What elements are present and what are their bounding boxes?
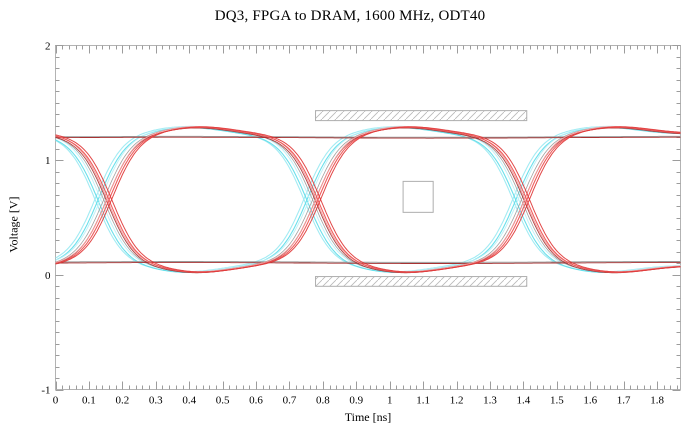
eye-trace-red-dark-a (55, 126, 681, 273)
x-tick-label: 0 (53, 395, 59, 407)
y-tick-label: 0 (45, 270, 51, 282)
x-tick-label: 1.7 (617, 395, 631, 407)
eye-trace-cyan-pale-a (55, 125, 681, 272)
plot-frame (55, 45, 681, 390)
eye-traces (55, 125, 681, 274)
y-axis-label: Voltage [V] (6, 196, 21, 253)
eye-trace-cyan-light-a (55, 126, 681, 273)
eye-trace-cyan-light-b (55, 126, 681, 273)
x-tick-label: 1.3 (483, 395, 497, 407)
y-tick-label: 1 (45, 155, 51, 167)
eye-trace-red-a (55, 126, 681, 273)
eye-trace-red-light-a (55, 126, 681, 273)
x-tick-label: 1 (387, 395, 393, 407)
x-tick-label: 0.5 (216, 395, 230, 407)
flat-line-settled-low-gray (55, 261, 681, 263)
x-tick-label: 1.6 (583, 395, 597, 407)
x-tick-label: 1.8 (650, 395, 664, 407)
x-tick-label: 0.6 (249, 395, 263, 407)
eye-trace-gray-a (55, 126, 681, 273)
axis-ticks (55, 45, 681, 391)
eye-trace-cyan-b (55, 127, 681, 274)
bottom-undershoot-mask (315, 276, 528, 287)
x-tick-label: 0.7 (283, 395, 297, 407)
x-tick-label: 1.2 (450, 395, 464, 407)
chart-title: DQ3, FPGA to DRAM, 1600 MHz, ODT40 (214, 8, 486, 24)
x-tick-label: 0.9 (349, 395, 363, 407)
x-tick-label: 0.3 (149, 395, 163, 407)
axis-tick-labels: 0 0.1 0.2 0.3 0.4 0.5 0.6 0.7 0.8 0.9 1 1.1 1.2 1.3 1.… (41, 41, 664, 407)
eye-trace-maroon-b (55, 127, 681, 274)
flat-line-settled-high-gray (55, 135, 681, 138)
eye-center-mask (402, 180, 434, 213)
top-overshoot-mask (315, 110, 528, 122)
x-tick-label: 0.2 (115, 395, 129, 407)
x-tick-label: 0.4 (182, 395, 196, 407)
x-tick-label: 0.1 (82, 395, 96, 407)
x-axis-label: Time [ns] (344, 410, 392, 424)
flat-line-settled-low-maroon (55, 262, 681, 264)
x-tick-label: 1.4 (517, 395, 531, 407)
eye-trace-maroon-a (55, 127, 681, 274)
eye-trace-cyan-a (55, 127, 681, 274)
flat-line-settled-high-maroon (55, 136, 681, 139)
y-tick-label: 2 (45, 41, 51, 53)
eye-trace-gray-b (55, 126, 681, 273)
x-tick-label: 1.5 (550, 395, 564, 407)
x-tick-label: 0.8 (316, 395, 330, 407)
eye-trace-red-light-b (55, 126, 681, 273)
eye-trace-cyan-pale-b (55, 125, 681, 272)
eye-trace-red-dark-b (55, 126, 681, 273)
eye-trace-red-b (55, 126, 681, 273)
x-tick-label: 1.1 (416, 395, 430, 407)
y-tick-label: -1 (41, 385, 50, 397)
